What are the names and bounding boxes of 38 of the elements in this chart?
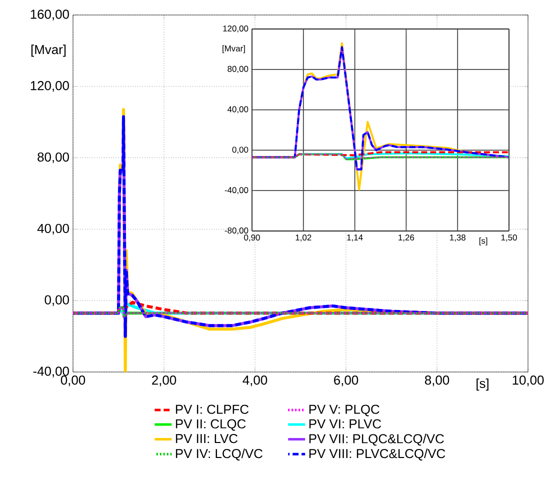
legend-label: PV I: CLPFC: [176, 404, 249, 414]
x-tick-label: 1,38: [450, 234, 466, 242]
y-tick-label: 80,00: [38, 152, 69, 164]
y-tick-label: 40,00: [37, 224, 69, 235]
y-axis-title: [Mvar]: [31, 44, 66, 57]
x-tick-label: 10,00: [512, 376, 544, 386]
x-tick-label: 0,00: [60, 376, 86, 386]
x-tick-label: 1,02: [296, 234, 312, 242]
y-tick-label: -80,00: [224, 228, 248, 234]
y-tick-label: 120,00: [223, 26, 248, 32]
y-tick-label: 80,00: [228, 66, 248, 73]
y-tick-label: 120,00: [30, 81, 69, 92]
legend-label: PV III: LVC: [176, 434, 238, 444]
y-tick-label: -40,00: [224, 187, 248, 194]
y-axis-title: [Mvar]: [222, 45, 245, 54]
y-tick-label: 0,00: [232, 146, 248, 154]
x-tick-label: 6,00: [334, 376, 358, 386]
x-tick-label: 1,50: [501, 234, 517, 242]
x-tick-label: 4,00: [242, 376, 268, 386]
legend-label: PV IV: LCQ/VC: [176, 448, 262, 460]
y-tick-label: 160,00: [30, 10, 69, 20]
line-series: [73, 115, 528, 338]
y-tick-label: -40,00: [33, 366, 69, 378]
y-tick-label: 0,00: [44, 295, 69, 306]
y-tick-label: 40,00: [227, 106, 248, 114]
line-series: [252, 46, 509, 170]
legend-label: PV VI: PLVC: [309, 419, 382, 428]
x-axis-title: [s]: [479, 238, 488, 246]
x-tick-label: 8,00: [424, 376, 450, 386]
x-tick-label: 0,90: [244, 234, 260, 242]
x-tick-label: 1,14: [347, 234, 363, 242]
legend-label: PV VIII: PLVC&LCQ/VC: [309, 448, 446, 460]
x-axis-title: [s]: [476, 378, 488, 391]
legend-label: PV VII: PLQC&LCQ/VC: [309, 434, 444, 446]
legend-label: PV II: CLQC: [176, 419, 246, 431]
legend-label: PV V: PLQC: [309, 404, 380, 416]
x-tick-label: 1,26: [398, 234, 414, 242]
x-tick-label: 2,00: [152, 376, 176, 386]
